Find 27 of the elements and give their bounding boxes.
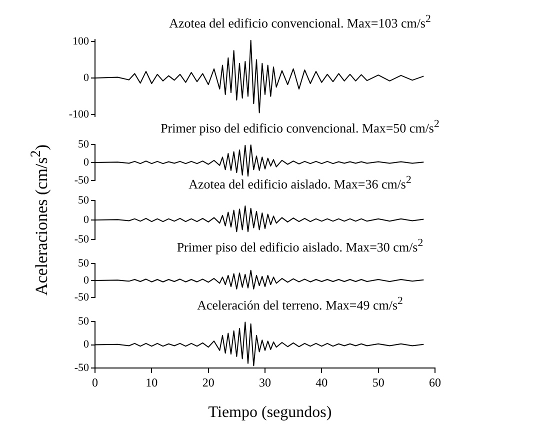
x-tick-label: 30: [259, 375, 271, 390]
x-tick-label: 50: [372, 375, 384, 390]
y-tick-label: 0: [84, 156, 90, 168]
x-tick-label: 10: [146, 375, 158, 390]
y-tick-label: 50: [78, 194, 90, 206]
y-tick-label: 0: [84, 338, 90, 351]
y-tick-label: 0: [84, 214, 90, 226]
chart-title: Azotea del edificio aislado. Max=36 cm/s$^{2}$: [188, 174, 412, 192]
y-tick-label: -50: [74, 362, 90, 374]
x-tick-label: 60: [429, 375, 441, 390]
chart-title: Primer piso del edificio convencional. Max=50 cm/s$^{2}$: [160, 118, 440, 136]
x-tick-label: 20: [202, 375, 214, 390]
y-tick-label: -100: [68, 108, 90, 120]
chart-title: Azotea del edificio convencional. Max=103 cm/s$^{2}$: [168, 13, 432, 32]
y-tick-label: -50: [74, 233, 90, 246]
y-tick-label: 0: [84, 72, 90, 84]
x-axis-title: Tiempo (segundos): [208, 404, 332, 422]
y-tick-label: -50: [74, 174, 90, 186]
chart-title: Aceleración del terreno. Max=49 cm/s$^{2}$: [197, 295, 403, 312]
y-tick-label: 50: [78, 315, 90, 328]
y-tick-label: 50: [78, 138, 90, 150]
y-tick-label: 100: [72, 35, 90, 48]
chart-title: Primer piso del edificio aislado. Max=30 cm/s$^{2}$: [176, 237, 424, 254]
y-tick-label: 50: [78, 257, 90, 270]
y-tick-label: 0: [84, 274, 90, 286]
y-tick-label: -50: [74, 291, 90, 304]
x-tick-label: 40: [316, 375, 328, 390]
